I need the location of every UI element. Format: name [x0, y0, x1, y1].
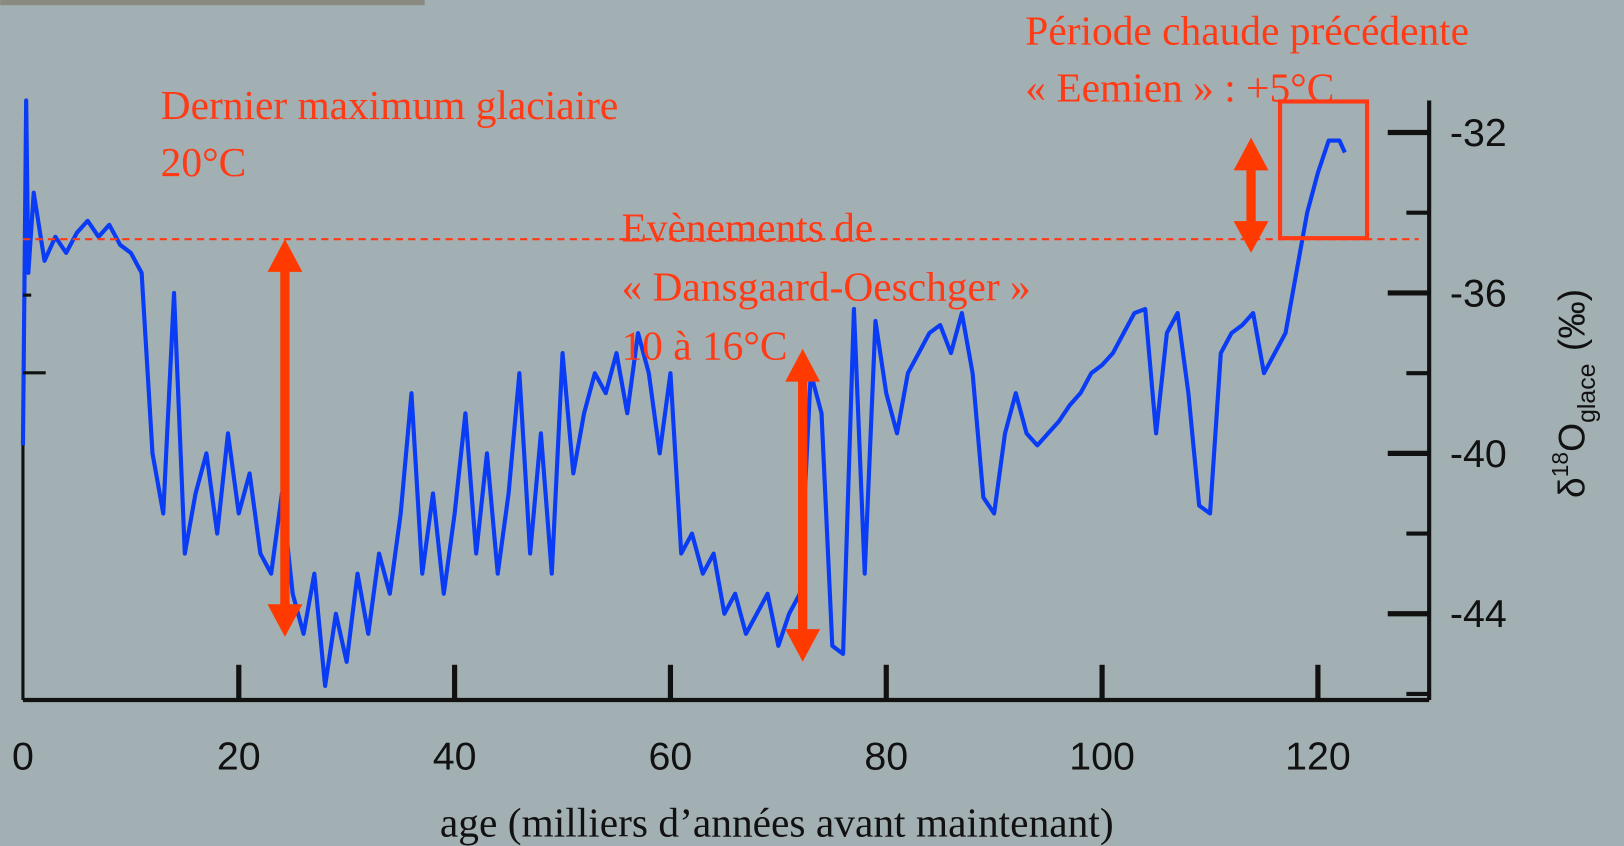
annotation: Evènements de: [621, 204, 873, 250]
y-label-part: δ: [1550, 477, 1592, 498]
y-axis-label: δ18Oglace (‰): [1547, 289, 1601, 498]
x-tick-label: 40: [433, 734, 477, 778]
annotation: Période chaude précédente: [1025, 8, 1469, 54]
y-tick-label: -36: [1450, 271, 1507, 315]
arrows: [267, 137, 1269, 662]
y-label-part: O: [1550, 423, 1592, 452]
x-tick-label: 60: [649, 734, 693, 778]
y-label-part: glace: [1574, 364, 1601, 423]
annotation: Dernier maximum glaciaire: [161, 82, 619, 128]
x-axis-label: age (milliers d’années avant maintenant): [440, 800, 1114, 846]
y-label-part: (‰): [1550, 289, 1592, 351]
highlight-box: [1277, 99, 1370, 241]
y-tick-label: -44: [1450, 592, 1507, 636]
y-tick-label: -40: [1450, 432, 1507, 476]
plot-area: 0 20 40 60 80 100 120 -32 -36 -40 -44: [12, 98, 1507, 778]
x-tick-label: 100: [1069, 734, 1135, 778]
annotation: 10 à 16°C: [621, 322, 787, 368]
x-tick-label: 120: [1285, 734, 1351, 778]
x-tick-label: 80: [864, 734, 908, 778]
x-tick-label: 20: [217, 734, 261, 778]
y-tick-label: -32: [1450, 111, 1507, 155]
data-line: [20, 98, 1347, 688]
annotation: 20°C: [161, 139, 247, 185]
annotation: « Dansgaard-Oeschger »: [621, 263, 1030, 309]
annotation: « Eemien » : +5°C: [1025, 64, 1334, 110]
x-tick-label: 0: [12, 734, 34, 778]
y-label-part: 18: [1547, 452, 1573, 477]
photo-strip: [0, 0, 425, 6]
